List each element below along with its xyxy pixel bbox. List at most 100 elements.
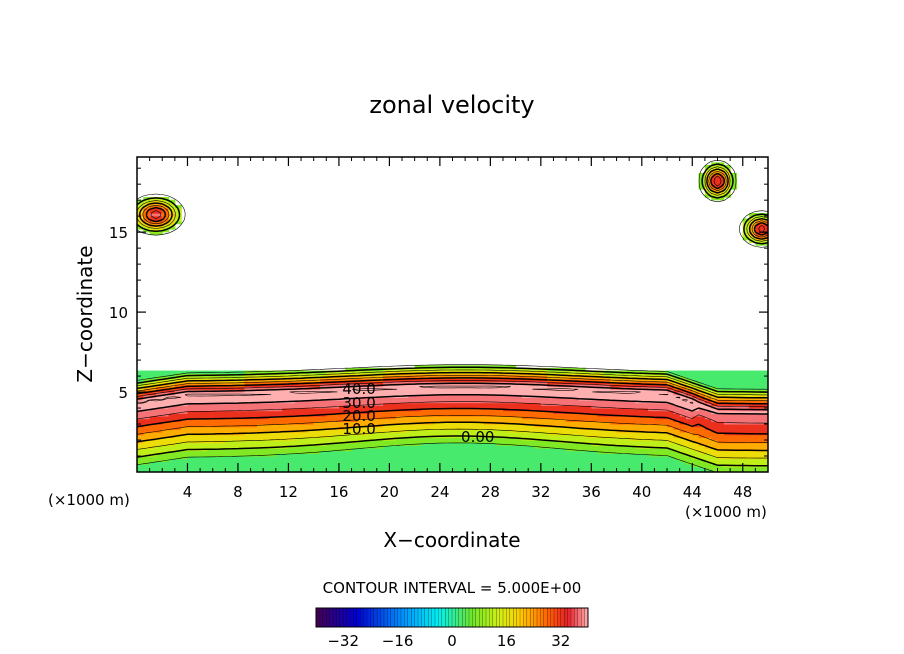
- contour-cell: [566, 423, 573, 428]
- contour-cell: [509, 466, 517, 470]
- contour-cell: [395, 381, 403, 385]
- contour-cell: [572, 455, 580, 460]
- contour-cell: [414, 429, 422, 433]
- contour-cell: [736, 439, 744, 444]
- contour-cell: [490, 367, 498, 372]
- contour-cell: [730, 173, 738, 177]
- contour-cell: [559, 450, 567, 454]
- contour-cell: [755, 375, 763, 380]
- contour-cell: [282, 413, 290, 417]
- contour-cell: [168, 461, 176, 465]
- contour-cell: [319, 397, 327, 401]
- contour-cell: [761, 375, 768, 380]
- x-tick-label: 44: [683, 483, 702, 501]
- contour-cell: [307, 450, 315, 454]
- contour-cell: [597, 434, 605, 438]
- contour-cell: [711, 189, 719, 193]
- contour-cell: [717, 397, 725, 401]
- contour-cell: [711, 386, 719, 390]
- contour-cell: [250, 407, 258, 412]
- contour-cell: [231, 466, 239, 470]
- contour-cell: [294, 383, 302, 388]
- contour-cell: [521, 418, 529, 422]
- contour-cell: [572, 405, 580, 409]
- contour-cell: [357, 431, 365, 436]
- contour-cell: [193, 450, 201, 454]
- contour-cell: [389, 375, 397, 380]
- contour-cell: [704, 181, 712, 185]
- contour-cell: [597, 458, 605, 462]
- contour-cell: [591, 421, 599, 425]
- contour-cell: [206, 381, 214, 385]
- contour-cell: [288, 386, 296, 390]
- contour-cell: [187, 415, 195, 420]
- contour-cell: [749, 466, 756, 470]
- contour-cell: [307, 399, 315, 404]
- contour-cell: [540, 447, 548, 452]
- contour-cell: [395, 383, 403, 388]
- contour-cell: [572, 453, 580, 457]
- contour-cell: [610, 434, 618, 438]
- contour-cell: [484, 450, 491, 454]
- contour-cell: [345, 383, 353, 388]
- contour-cell: [502, 469, 510, 472]
- contour-cell: [685, 447, 693, 452]
- contour-cell: [219, 402, 226, 406]
- contour-cell: [174, 447, 182, 452]
- contour-cell: [193, 463, 201, 468]
- contour-cell: [484, 458, 491, 462]
- contour-cell: [578, 437, 586, 441]
- contour-cell: [263, 383, 271, 388]
- x-tick-label: 32: [531, 483, 550, 501]
- contour-cell: [237, 429, 245, 433]
- contour-cell: [294, 378, 302, 382]
- contour-cell: [282, 386, 290, 390]
- contour-cell: [408, 447, 416, 452]
- contour-cell: [578, 383, 586, 388]
- contour-cell: [364, 466, 372, 470]
- contour-cell: [420, 413, 428, 417]
- contour-cell: [383, 389, 390, 393]
- contour-cell: [585, 466, 592, 470]
- contour-cell: [237, 437, 245, 441]
- contour-cell: [155, 415, 163, 420]
- contour-cell: [711, 373, 719, 377]
- contour-cell: [439, 447, 447, 452]
- contour-cell: [427, 405, 435, 409]
- contour-cell: [521, 397, 529, 401]
- contour-cell: [168, 431, 176, 436]
- contour-cell: [635, 437, 643, 441]
- contour-cell: [622, 431, 630, 436]
- contour-cell: [629, 450, 637, 454]
- contour-cell: [761, 378, 768, 382]
- contour-cell: [502, 466, 510, 470]
- contour-cell: [181, 426, 189, 430]
- contour-cell: [338, 469, 346, 472]
- contour-cell: [736, 389, 744, 393]
- contour-cell: [534, 442, 542, 446]
- contour-cell: [528, 375, 536, 380]
- contour-cell: [761, 415, 768, 420]
- contour-cell: [282, 466, 290, 470]
- contour-cell: [181, 434, 189, 438]
- contour-cell: [585, 469, 592, 472]
- contour-cell: [395, 437, 403, 441]
- contour-cell: [515, 410, 523, 414]
- contour-cell: [357, 442, 365, 446]
- contour-cell: [357, 450, 365, 454]
- contour-cell: [755, 399, 763, 404]
- contour-cell: [282, 397, 290, 401]
- contour-cell: [654, 469, 662, 472]
- contour-cell: [528, 399, 536, 404]
- contour-cell: [566, 415, 573, 420]
- contour-cell: [641, 418, 649, 422]
- contour-cell: [717, 450, 725, 454]
- contour-cell: [723, 458, 731, 462]
- contour-cell: [704, 431, 712, 436]
- contour-cell: [364, 450, 372, 454]
- contour-cell: [408, 418, 416, 422]
- contour-cell: [225, 458, 233, 462]
- contour-cell: [515, 389, 523, 393]
- contour-cell: [704, 434, 712, 438]
- contour-cell: [275, 463, 283, 468]
